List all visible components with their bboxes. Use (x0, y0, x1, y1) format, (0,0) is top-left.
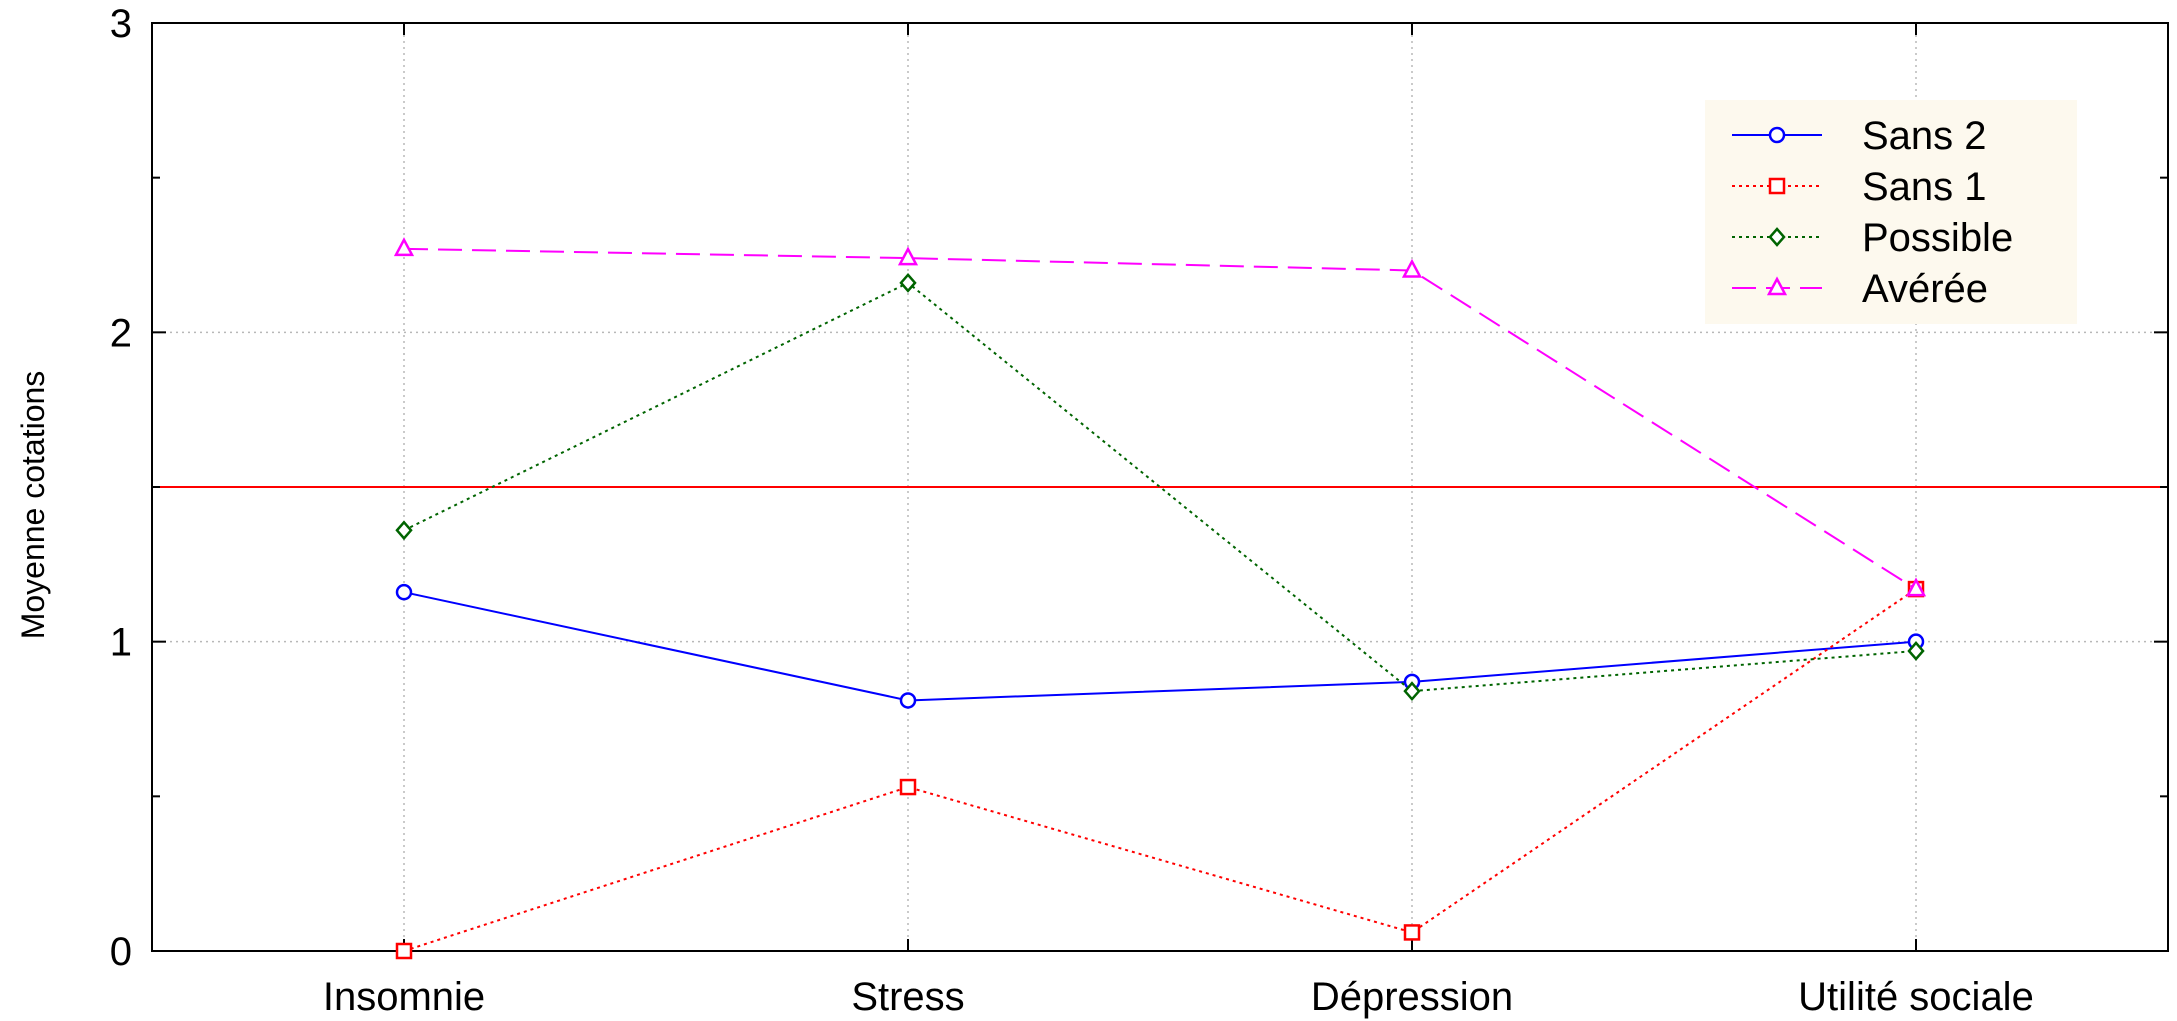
y-axis-title: Moyenne cotations (15, 371, 51, 640)
y-tick-label: 0 (110, 930, 132, 974)
legend-marker (1768, 227, 1786, 247)
x-tick-label: Dépression (1311, 975, 1513, 1019)
legend: Sans 2 Sans 1 Possible Avérée (1705, 100, 2077, 324)
y-axis-ticks: 0 1 2 3 (110, 2, 2168, 974)
y-tick-label: 2 (110, 311, 132, 355)
x-tick-label: Insomnie (323, 975, 485, 1019)
y-tick-label: 3 (110, 2, 132, 46)
legend-entry-sans-1: Sans 1 (1732, 165, 1987, 209)
data-point (1905, 577, 1927, 597)
legend-entry-sans-2: Sans 2 (1732, 114, 1987, 158)
legend-label: Possible (1862, 216, 2013, 260)
series-line (403, 591, 1917, 702)
series-possible (395, 272, 1925, 702)
data-point (1403, 924, 1421, 941)
data-point (393, 237, 415, 257)
legend-label: Sans 2 (1862, 114, 1987, 158)
y-tick-label: 1 (110, 621, 132, 665)
series-averee (393, 237, 1927, 597)
data-point (395, 583, 413, 601)
legend-entry-averee: Avérée (1732, 267, 1988, 311)
legend-box (1705, 100, 2077, 324)
legend-marker (1768, 126, 1786, 144)
series-line (403, 588, 1917, 952)
data-point (395, 520, 413, 541)
data-point (1907, 641, 1925, 661)
x-tick-label: Utilité sociale (1798, 975, 2034, 1019)
series-line (403, 281, 1917, 693)
legend-marker (1766, 276, 1788, 296)
series-group (393, 237, 1927, 960)
legend-label: Avérée (1862, 267, 1988, 311)
data-point (1401, 258, 1423, 278)
data-point (899, 692, 917, 709)
data-point (899, 272, 917, 293)
data-point (1403, 681, 1421, 702)
legend-marker (1768, 177, 1786, 195)
legend-entry-possible: Possible (1732, 216, 2013, 260)
data-point (899, 778, 917, 796)
x-axis-ticks: Insomnie Stress Dépression Utilité sociale (323, 23, 2034, 1019)
x-tick-label: Stress (851, 975, 964, 1019)
series-line (403, 247, 1917, 590)
data-point (395, 942, 413, 960)
legend-label: Sans 1 (1862, 165, 1987, 209)
data-point (897, 246, 919, 266)
